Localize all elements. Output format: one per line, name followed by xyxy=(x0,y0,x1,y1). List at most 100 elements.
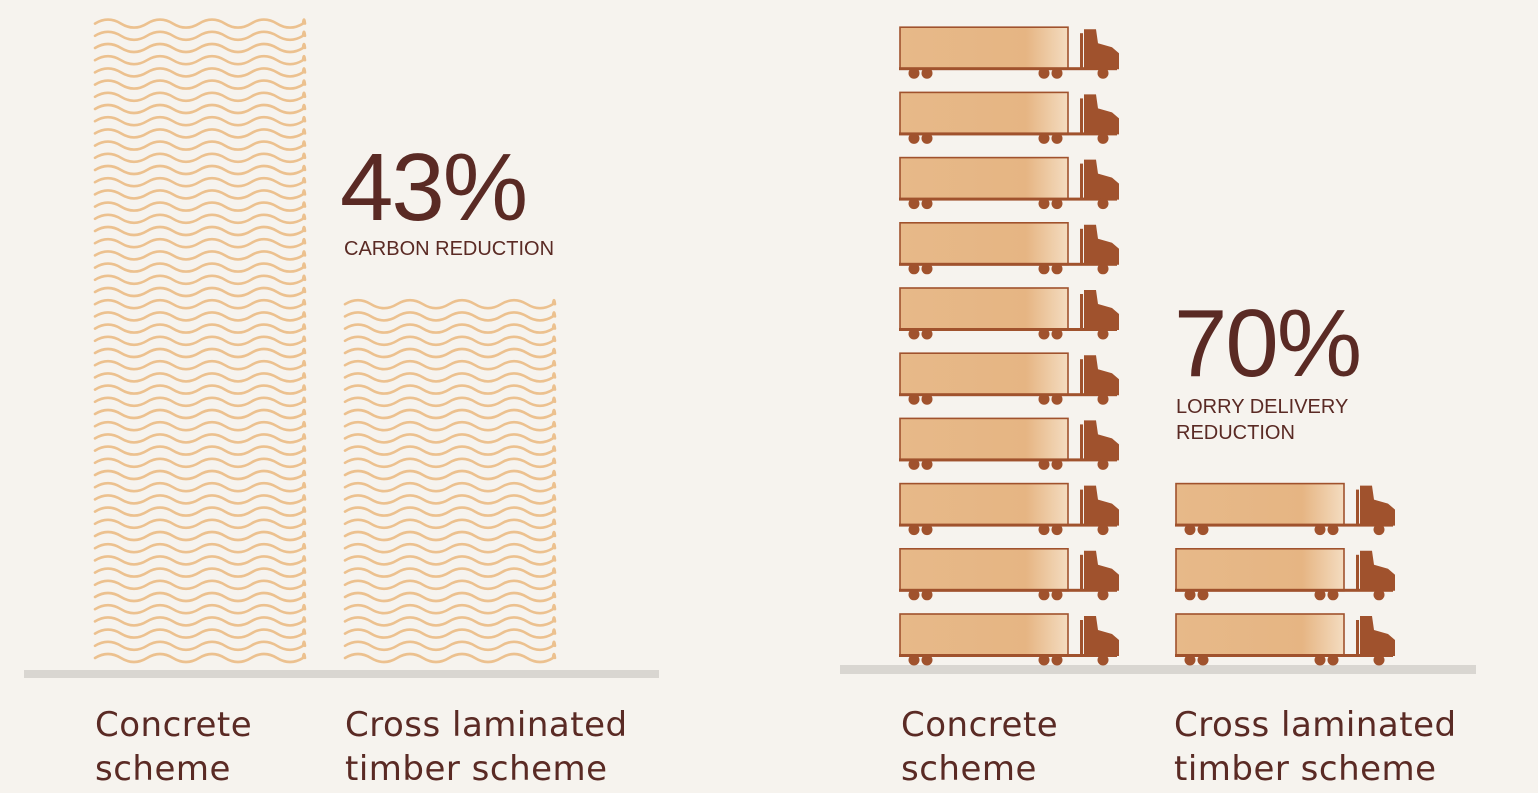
carbon-reduction-percent: 43% xyxy=(340,134,528,241)
wave-line xyxy=(343,372,557,383)
wave-line xyxy=(343,542,557,554)
wave-line xyxy=(343,652,557,664)
wave-line xyxy=(93,311,307,322)
wave-line xyxy=(93,481,307,493)
lorry-baseline xyxy=(840,665,1476,674)
wave-line xyxy=(93,323,307,334)
wave-line xyxy=(93,640,307,652)
carbon-category-label-concrete: Concrete scheme xyxy=(95,705,253,789)
wave-line xyxy=(93,384,307,395)
wave-line xyxy=(343,420,557,432)
wave-line xyxy=(93,628,307,639)
wave-line xyxy=(93,457,307,469)
lorry-icon xyxy=(1175,547,1395,601)
wave-line xyxy=(93,250,307,261)
wave-line xyxy=(93,189,307,200)
wave-line xyxy=(343,616,557,627)
carbon-bar-0 xyxy=(93,18,307,664)
wave-line xyxy=(93,213,307,225)
lorry-category-label-concrete: Concrete scheme xyxy=(901,705,1059,789)
wave-line xyxy=(93,567,307,578)
wave-line xyxy=(343,347,557,359)
wave-line xyxy=(93,359,307,371)
wave-line xyxy=(93,652,307,664)
lorry-icon xyxy=(899,222,1119,275)
wave-line xyxy=(93,225,307,237)
wave-line xyxy=(93,262,307,273)
wave-line xyxy=(93,79,307,90)
carbon-chart xyxy=(24,18,659,678)
carbon-bar-1 xyxy=(343,298,557,664)
lorry-category-label-clt: Cross laminated timber scheme xyxy=(1174,705,1457,789)
wave-line xyxy=(343,408,557,420)
wave-line xyxy=(343,445,557,456)
wave-line xyxy=(93,506,307,517)
wave-line xyxy=(93,616,307,627)
wave-line xyxy=(343,311,557,322)
wave-line xyxy=(93,603,307,615)
wave-line xyxy=(343,628,557,639)
wave-line xyxy=(343,518,557,530)
wave-line xyxy=(93,408,307,420)
wave-line xyxy=(93,176,307,188)
carbon-category-label-clt: Cross laminated timber scheme xyxy=(345,705,628,789)
wave-line xyxy=(93,372,307,383)
wave-line xyxy=(93,67,307,78)
wave-line xyxy=(343,469,557,481)
wave-line xyxy=(93,518,307,530)
lorry-icon xyxy=(899,352,1119,405)
wave-line xyxy=(93,42,307,54)
lorry-icon xyxy=(1175,482,1395,536)
wave-line xyxy=(343,530,557,542)
wave-line xyxy=(343,323,557,334)
wave-line xyxy=(93,298,307,310)
wave-line xyxy=(93,347,307,359)
wave-line xyxy=(93,555,307,566)
wave-line xyxy=(343,579,557,591)
lorry-icon xyxy=(899,482,1119,536)
wave-line xyxy=(93,274,307,286)
wave-line xyxy=(343,298,557,310)
wave-line xyxy=(93,494,307,505)
lorry-icon xyxy=(899,26,1119,79)
wave-line xyxy=(93,140,307,151)
wave-line xyxy=(93,30,307,42)
wave-line xyxy=(343,433,557,444)
wave-line xyxy=(343,384,557,395)
wave-line xyxy=(343,457,557,469)
wave-line xyxy=(93,469,307,481)
lorry-icon xyxy=(1175,613,1395,666)
wave-line xyxy=(93,542,307,554)
wave-line xyxy=(93,201,307,212)
lorry-icon xyxy=(899,287,1119,340)
wave-line xyxy=(343,591,557,603)
lorry-icon xyxy=(899,91,1119,144)
wave-line xyxy=(343,567,557,578)
lorry-reduction-percent: 70% xyxy=(1174,290,1362,397)
lorry-icon xyxy=(899,156,1119,210)
wave-line xyxy=(93,396,307,408)
lorry-reduction-caption: LORRY DELIVERY REDUCTION xyxy=(1176,396,1349,444)
lorry-chart xyxy=(840,26,1476,674)
lorry-icon xyxy=(899,417,1119,470)
wave-line xyxy=(93,579,307,591)
wave-line xyxy=(93,128,307,139)
wave-line xyxy=(93,18,307,29)
wave-line xyxy=(93,152,307,164)
wave-line xyxy=(93,433,307,444)
carbon-reduction-caption: CARBON REDUCTION xyxy=(344,238,555,260)
wave-line xyxy=(93,115,307,127)
wave-line xyxy=(343,335,557,347)
wave-line xyxy=(343,640,557,652)
wave-line xyxy=(93,103,307,115)
wave-line xyxy=(343,481,557,493)
wave-line xyxy=(93,335,307,347)
wave-line xyxy=(93,237,307,249)
wave-line xyxy=(343,506,557,517)
wave-line xyxy=(343,603,557,615)
wave-line xyxy=(93,530,307,542)
lorry-icon xyxy=(899,613,1119,666)
wave-line xyxy=(93,591,307,603)
wave-line xyxy=(93,164,307,176)
